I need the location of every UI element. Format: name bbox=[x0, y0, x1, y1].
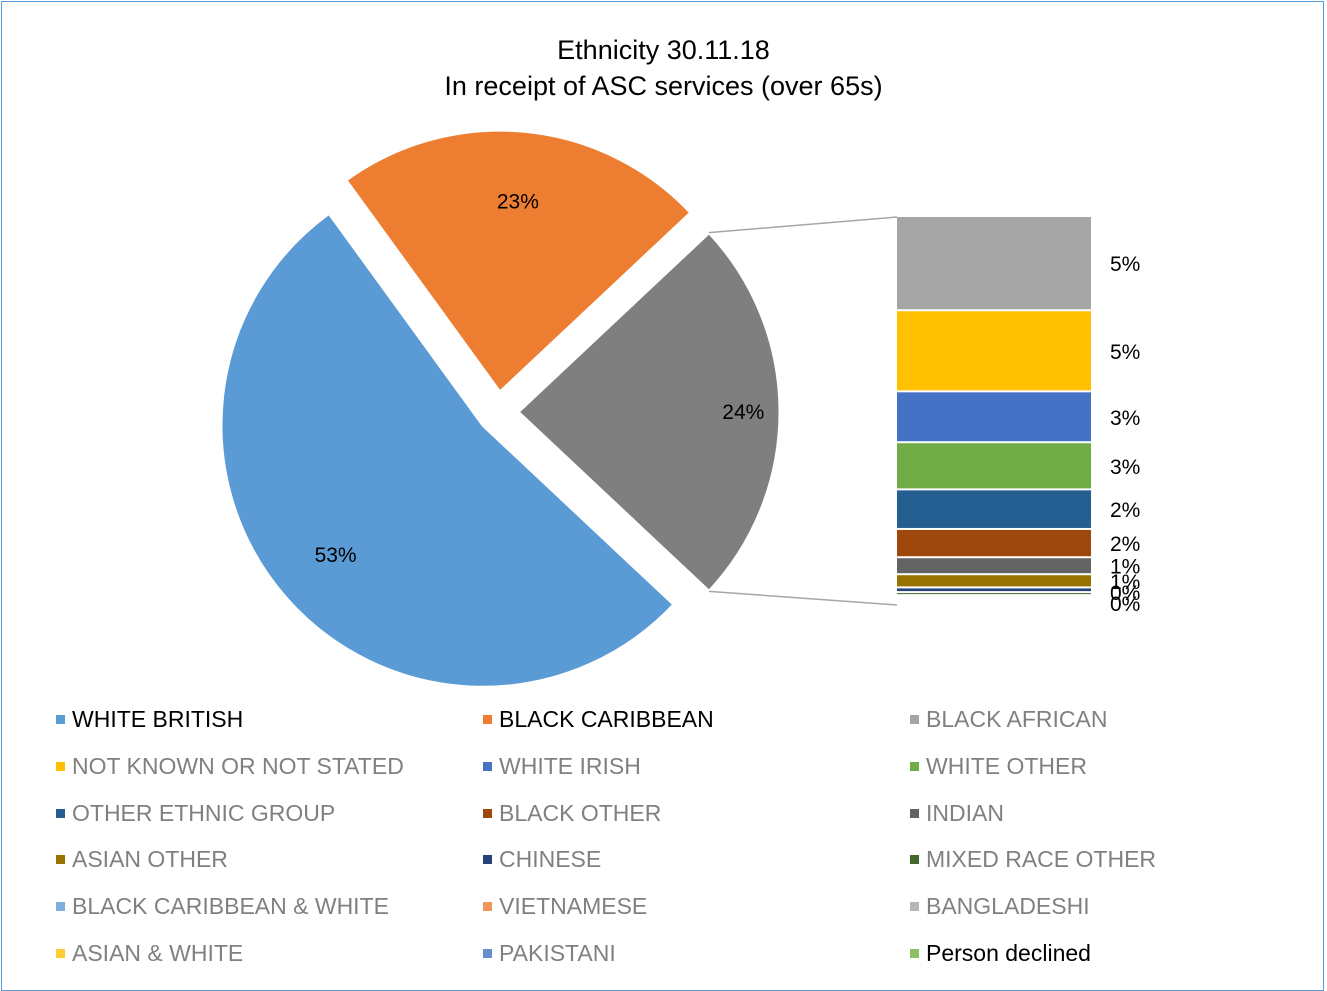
bar-segment-white-other bbox=[897, 443, 1091, 489]
legend-item-white-british: WHITE BRITISH bbox=[56, 705, 243, 733]
chart-subtitle: In receipt of ASC services (over 65s) bbox=[444, 71, 883, 101]
legend-label: ASIAN OTHER bbox=[72, 846, 228, 873]
legend-item-asian-white: ASIAN & WHITE bbox=[56, 939, 243, 967]
bar-label-white-other: 3% bbox=[1110, 456, 1140, 479]
legend-label: BLACK CARIBBEAN & WHITE bbox=[72, 893, 389, 920]
connector-line-bottom bbox=[708, 590, 898, 606]
bar-label-other-ethnic-group: 2% bbox=[1110, 499, 1140, 522]
legend-item-other-ethnic-group: OTHER ETHNIC GROUP bbox=[56, 799, 335, 827]
pie-slice-white-british bbox=[219, 211, 677, 689]
bar-segment-white-irish bbox=[897, 392, 1091, 442]
legend-swatch bbox=[910, 808, 919, 818]
legend-item-pakistani: PAKISTANI bbox=[483, 939, 616, 967]
bar-label-black-african: 5% bbox=[1110, 253, 1140, 276]
bar-label-mixed-race-other: 0% bbox=[1110, 593, 1140, 616]
connector-line-top bbox=[708, 216, 898, 234]
legend-label: Person declined bbox=[926, 940, 1091, 966]
legend-label: MIXED RACE OTHER bbox=[926, 846, 1157, 873]
legend-label: CHINESE bbox=[499, 846, 602, 873]
legend-swatch bbox=[483, 715, 492, 724]
bar-segment-black-other bbox=[897, 529, 1091, 557]
pie-slice-other bbox=[515, 230, 782, 594]
bar-segment-chinese bbox=[897, 588, 1091, 592]
legend-item-black-other: BLACK OTHER bbox=[483, 799, 661, 827]
legend-label: PAKISTANI bbox=[499, 940, 616, 966]
legend-item-indian: INDIAN bbox=[910, 799, 1004, 827]
bar-segment-indian bbox=[897, 558, 1091, 574]
legend-label: BLACK CARIBBEAN bbox=[499, 706, 714, 732]
legend-swatch bbox=[56, 761, 65, 771]
legend-label: WHITE BRITISH bbox=[72, 706, 244, 732]
legend-label: BANGLADESHI bbox=[926, 893, 1090, 920]
legend-item-black-caribbean-white: BLACK CARIBBEAN & WHITE bbox=[56, 892, 389, 920]
legend-label: BLACK AFRICAN bbox=[926, 706, 1108, 732]
legend-swatch bbox=[910, 761, 919, 771]
legend-item-person-declined: Person declined bbox=[910, 939, 1091, 967]
legend-swatch bbox=[56, 949, 65, 958]
legend-swatch bbox=[483, 949, 492, 958]
legend-item-not-known-or-not-stated: NOT KNOWN OR NOT STATED bbox=[56, 752, 404, 780]
legend-item-vietnamese: VIETNAMESE bbox=[483, 892, 647, 920]
bar-label-not-known-or-not-stated: 5% bbox=[1110, 341, 1140, 364]
legend-label: OTHER ETHNIC GROUP bbox=[72, 799, 336, 826]
pie-label-black-caribbean: 23% bbox=[497, 191, 539, 214]
legend-swatch bbox=[483, 808, 492, 818]
legend-swatch bbox=[910, 949, 919, 958]
bar-segment-asian-other bbox=[897, 575, 1091, 587]
legend-swatch bbox=[910, 855, 919, 865]
legend-item-bangladeshi: BANGLADESHI bbox=[910, 892, 1090, 920]
legend-swatch bbox=[56, 902, 65, 912]
legend-label: WHITE OTHER bbox=[926, 752, 1087, 779]
legend-label: ASIAN & WHITE bbox=[72, 940, 244, 966]
legend-label: NOT KNOWN OR NOT STATED bbox=[72, 752, 404, 779]
legend-item-black-african: BLACK AFRICAN bbox=[910, 705, 1108, 733]
legend-swatch bbox=[56, 855, 65, 865]
legend-item-chinese: CHINESE bbox=[483, 845, 601, 873]
legend-swatch bbox=[910, 902, 919, 912]
legend-item-white-other: WHITE OTHER bbox=[910, 752, 1087, 780]
bar-label-asian-other: 1% bbox=[1110, 571, 1140, 594]
legend-item-black-caribbean: BLACK CARIBBEAN bbox=[483, 705, 714, 733]
bar-segment-mixed-race-other bbox=[897, 593, 1091, 595]
legend-swatch bbox=[56, 808, 65, 818]
bar-label-chinese: 0% bbox=[1110, 582, 1140, 605]
legend-item-mixed-race-other: MIXED RACE OTHER bbox=[910, 845, 1156, 873]
legend-label: BLACK OTHER bbox=[499, 799, 662, 826]
pie-label-other: 24% bbox=[722, 401, 764, 424]
pie-slice-black-caribbean bbox=[343, 128, 693, 395]
legend-item-asian-other: ASIAN OTHER bbox=[56, 845, 228, 873]
legend-label: VIETNAMESE bbox=[499, 893, 648, 920]
legend-label: INDIAN bbox=[926, 799, 1004, 826]
bar-label-white-irish: 3% bbox=[1110, 407, 1140, 430]
bar-label-indian: 1% bbox=[1110, 556, 1140, 579]
legend-swatch bbox=[56, 715, 65, 724]
legend-swatch bbox=[483, 761, 492, 771]
pie-label-white-british: 53% bbox=[315, 544, 357, 567]
legend-swatch bbox=[910, 715, 919, 724]
legend-swatch bbox=[483, 902, 492, 912]
chart-title: Ethnicity 30.11.18 bbox=[557, 35, 770, 65]
legend-swatch bbox=[483, 855, 492, 865]
bar-segment-not-known-or-not-stated bbox=[897, 311, 1091, 391]
legend-item-white-irish: WHITE IRISH bbox=[483, 752, 641, 780]
bar-segment-black-african bbox=[897, 217, 1091, 310]
legend-label: WHITE IRISH bbox=[499, 752, 641, 779]
bar-segment-other-ethnic-group bbox=[897, 490, 1091, 528]
bar-label-black-other: 2% bbox=[1110, 533, 1140, 556]
